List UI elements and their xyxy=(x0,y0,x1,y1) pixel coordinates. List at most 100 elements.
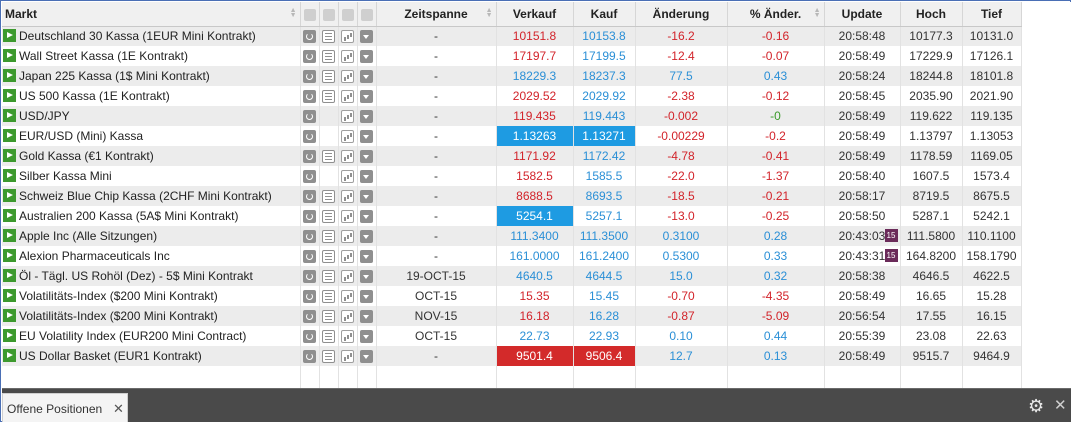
refresh-icon[interactable] xyxy=(303,270,316,284)
market-name[interactable]: Alexion Pharmaceuticals Inc xyxy=(19,248,170,263)
news-icon[interactable] xyxy=(322,50,335,64)
news-icon[interactable] xyxy=(322,350,335,364)
table-row[interactable]: Apple Inc (Alle Sitzungen) -111.3400 111.3… xyxy=(2,226,1022,246)
gear-icon[interactable]: ⚙ xyxy=(1028,396,1045,416)
news-icon[interactable] xyxy=(322,70,335,84)
play-icon[interactable] xyxy=(3,329,16,343)
buy-price-button[interactable]: 111.3500 xyxy=(573,226,636,246)
sell-price-button[interactable]: 22.73 xyxy=(496,326,574,346)
news-icon[interactable] xyxy=(322,30,335,44)
refresh-icon[interactable] xyxy=(303,330,316,344)
market-cell[interactable]: US 500 Kassa (1E Kontrakt) xyxy=(2,86,301,106)
market-cell[interactable]: Wall Street Kassa (1E Kontrakt) xyxy=(2,46,301,66)
header-pct-aenderung[interactable]: % Änder. ▲ ▼ xyxy=(727,2,825,27)
play-icon[interactable] xyxy=(3,189,16,203)
market-name[interactable]: Volatilitäts-Index ($200 Mini Kontrakt) xyxy=(19,308,218,323)
market-name[interactable]: EU Volatility Index (EUR200 Mini Contrac… xyxy=(19,328,247,343)
menu-dropdown-icon[interactable] xyxy=(360,130,373,144)
chart-icon[interactable] xyxy=(341,350,354,364)
play-icon[interactable] xyxy=(3,289,16,303)
header-aenderung[interactable]: Änderung xyxy=(635,2,728,27)
chart-icon[interactable] xyxy=(341,310,354,324)
sell-price-button[interactable]: 9501.4 xyxy=(496,346,574,366)
chart-icon[interactable] xyxy=(341,290,354,304)
header-verkauf[interactable]: Verkauf xyxy=(496,2,574,27)
chart-icon[interactable] xyxy=(341,50,354,64)
table-row[interactable]: Wall Street Kassa (1E Kontrakt) -17197.7 1… xyxy=(2,46,1022,66)
chart-icon[interactable] xyxy=(341,250,354,264)
play-icon[interactable] xyxy=(3,209,16,223)
table-row[interactable]: Schweiz Blue Chip Kassa (2CHF Mini Kontr… xyxy=(2,186,1022,206)
buy-price-button[interactable]: 18237.3 xyxy=(573,66,636,86)
market-name[interactable]: Schweiz Blue Chip Kassa (2CHF Mini Kontr… xyxy=(19,188,272,203)
market-cell[interactable]: EUR/USD (Mini) Kassa xyxy=(2,126,301,146)
news-icon[interactable] xyxy=(322,290,335,304)
menu-dropdown-icon[interactable] xyxy=(360,210,373,224)
sell-price-button[interactable]: 4640.5 xyxy=(496,266,574,286)
market-cell[interactable]: Gold Kassa (€1 Kontrakt) xyxy=(2,146,301,166)
chart-icon[interactable] xyxy=(341,110,354,124)
market-name[interactable]: Silber Kassa Mini xyxy=(19,168,112,183)
menu-dropdown-icon[interactable] xyxy=(360,90,373,104)
chart-icon[interactable] xyxy=(341,330,354,344)
table-row[interactable]: Volatilitäts-Index ($200 Mini Kontrakt) N… xyxy=(2,306,1022,326)
refresh-icon[interactable] xyxy=(303,150,316,164)
close-icon[interactable]: ✕ xyxy=(1054,397,1067,414)
news-icon[interactable] xyxy=(322,190,335,204)
play-icon[interactable] xyxy=(3,109,16,123)
play-icon[interactable] xyxy=(3,169,16,183)
sell-price-button[interactable]: 1171.92 xyxy=(496,146,574,166)
table-row[interactable]: EU Volatility Index (EUR200 Mini Contrac… xyxy=(2,326,1022,346)
menu-dropdown-icon[interactable] xyxy=(360,270,373,284)
market-name[interactable]: Japan 225 Kassa (1$ Mini Kontrakt) xyxy=(19,68,210,83)
menu-dropdown-icon[interactable] xyxy=(360,290,373,304)
buy-price-button[interactable]: 1585.5 xyxy=(573,166,636,186)
tab-close-icon[interactable]: ✕ xyxy=(113,401,124,416)
market-name[interactable]: Öl - Tägl. US Rohöl (Dez) - 5$ Mini Kont… xyxy=(19,268,253,283)
play-icon[interactable] xyxy=(3,249,16,263)
play-icon[interactable] xyxy=(3,229,16,243)
market-cell[interactable]: Deutschland 30 Kassa (1EUR Mini Kontrakt… xyxy=(2,26,301,46)
market-name[interactable]: Gold Kassa (€1 Kontrakt) xyxy=(19,148,154,163)
play-icon[interactable] xyxy=(3,89,16,103)
news-icon[interactable] xyxy=(322,230,335,244)
refresh-icon[interactable] xyxy=(303,230,316,244)
market-name[interactable]: Wall Street Kassa (1E Kontrakt) xyxy=(19,48,188,63)
play-icon[interactable] xyxy=(3,309,16,323)
market-cell[interactable]: Australien 200 Kassa (5A$ Mini Kontrakt) xyxy=(2,206,301,226)
buy-price-button[interactable]: 1.13271 xyxy=(573,126,636,146)
table-row[interactable]: US Dollar Basket (EUR1 Kontrakt) -9501.4 9… xyxy=(2,346,1022,366)
market-cell[interactable]: Volatilitäts-Index ($200 Mini Kontrakt) xyxy=(2,286,301,306)
refresh-icon[interactable] xyxy=(303,210,316,224)
refresh-icon[interactable] xyxy=(303,310,316,324)
market-name[interactable]: Australien 200 Kassa (5A$ Mini Kontrakt) xyxy=(19,208,239,223)
header-zeitspanne[interactable]: Zeitspanne ▲ ▼ xyxy=(376,2,497,27)
chart-icon[interactable] xyxy=(341,70,354,84)
header-kauf[interactable]: Kauf xyxy=(573,2,636,27)
market-cell[interactable]: Silber Kassa Mini xyxy=(2,166,301,186)
market-cell[interactable]: Volatilitäts-Index ($200 Mini Kontrakt) xyxy=(2,306,301,326)
chart-icon[interactable] xyxy=(341,170,354,184)
menu-dropdown-icon[interactable] xyxy=(360,250,373,264)
refresh-icon[interactable] xyxy=(303,30,316,44)
chart-icon[interactable] xyxy=(341,130,354,144)
play-icon[interactable] xyxy=(3,69,16,83)
market-name[interactable]: Deutschland 30 Kassa (1EUR Mini Kontrakt… xyxy=(19,29,256,44)
market-name[interactable]: US Dollar Basket (EUR1 Kontrakt) xyxy=(19,348,202,363)
table-row[interactable]: USD/JPY -119.435 119.443 -0.002 -0 20:58:49 11… xyxy=(2,106,1022,126)
sell-price-button[interactable]: 5254.1 xyxy=(496,206,574,226)
market-cell[interactable]: US Dollar Basket (EUR1 Kontrakt) xyxy=(2,346,301,366)
market-cell[interactable]: Schweiz Blue Chip Kassa (2CHF Mini Kontr… xyxy=(2,186,301,206)
chart-icon[interactable] xyxy=(341,230,354,244)
menu-dropdown-icon[interactable] xyxy=(360,350,373,364)
market-name[interactable]: US 500 Kassa (1E Kontrakt) xyxy=(19,88,170,103)
table-row[interactable]: US 500 Kassa (1E Kontrakt) -2029.52 2029.9… xyxy=(2,86,1022,106)
play-icon[interactable] xyxy=(3,149,16,163)
menu-dropdown-icon[interactable] xyxy=(360,330,373,344)
market-name[interactable]: EUR/USD (Mini) Kassa xyxy=(19,128,144,143)
play-icon[interactable] xyxy=(3,29,16,43)
play-icon[interactable] xyxy=(3,269,16,283)
sell-price-button[interactable]: 16.18 xyxy=(496,306,574,326)
table-row[interactable]: Deutschland 30 Kassa (1EUR Mini Kontrakt… xyxy=(2,26,1022,46)
sort-icon[interactable]: ▲ ▼ xyxy=(813,7,821,19)
